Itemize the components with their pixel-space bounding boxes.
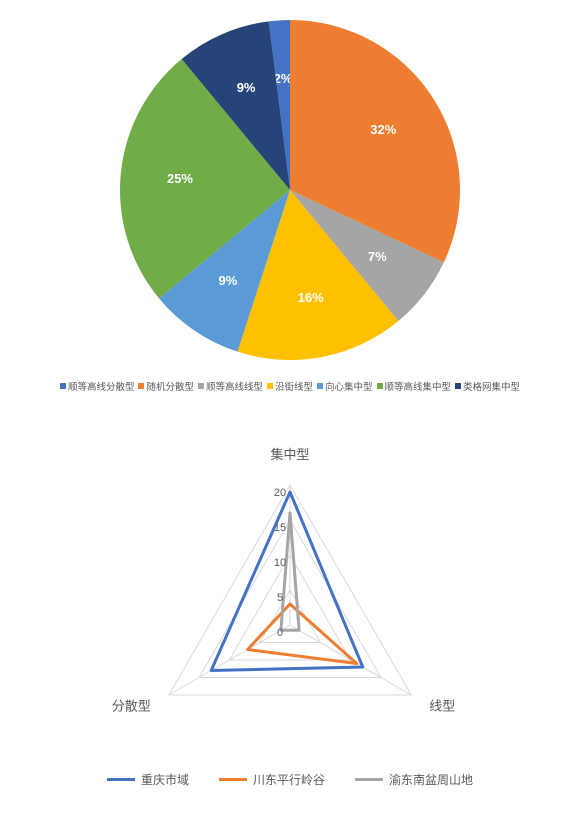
pie-slice-label: 16% <box>298 290 324 305</box>
pie-slice-label: 9% <box>237 80 256 95</box>
radar-legend-item: 川东平行岭谷 <box>219 771 325 788</box>
pie-chart: 2%32%7%16%9%25%9% 顺等高线分散型随机分散型顺等高线线型沿街线型… <box>10 10 570 400</box>
pie-slice-label: 7% <box>368 249 387 264</box>
pie-slice-label: 25% <box>167 171 193 186</box>
radar-tick-label: 20 <box>274 487 286 499</box>
legend-label: 向心集中型 <box>325 379 373 393</box>
legend-label: 川东平行岭谷 <box>253 771 325 788</box>
charts-container: 2%32%7%16%9%25%9% 顺等高线分散型随机分散型顺等高线线型沿街线型… <box>10 10 570 800</box>
legend-label: 类格网集中型 <box>463 379 520 393</box>
legend-line <box>355 778 383 781</box>
radar-legend: 重庆市域 川东平行岭谷 渝东南盆周山地 <box>10 771 570 788</box>
pie-slice-label: 32% <box>370 122 396 137</box>
legend-label: 随机分散型 <box>146 379 194 393</box>
legend-label: 渝东南盆周山地 <box>389 771 473 788</box>
pie-legend-item: 类格网集中型 <box>455 379 520 393</box>
pie-svg: 2%32%7%16%9%25%9% <box>10 10 570 370</box>
radar-legend-item: 重庆市域 <box>107 771 189 788</box>
pie-legend-item: 顺等高线分散型 <box>60 379 135 393</box>
radar-legend-item: 渝东南盆周山地 <box>355 771 473 788</box>
legend-label: 沿街线型 <box>275 379 313 393</box>
radar-tick-label: 15 <box>274 522 286 534</box>
legend-swatch <box>267 383 273 389</box>
legend-label: 顺等高线集中型 <box>385 379 452 393</box>
pie-legend-item: 向心集中型 <box>317 379 373 393</box>
radar-axis-label: 集中型 <box>270 444 309 463</box>
radar-svg <box>10 420 570 760</box>
pie-legend-item: 顺等高线集中型 <box>377 379 452 393</box>
legend-swatch <box>377 383 383 389</box>
legend-swatch <box>317 383 323 389</box>
pie-legend-item: 随机分散型 <box>138 379 194 393</box>
pie-legend: 顺等高线分散型随机分散型顺等高线线型沿街线型向心集中型顺等高线集中型类格网集中型 <box>10 379 570 393</box>
pie-slice-label: 9% <box>218 273 237 288</box>
legend-label: 重庆市域 <box>141 771 189 788</box>
radar-tick-label: 5 <box>277 592 283 604</box>
legend-swatch <box>198 383 204 389</box>
legend-line <box>219 778 247 781</box>
legend-label: 顺等高线线型 <box>206 379 263 393</box>
radar-tick-label: 10 <box>274 557 286 569</box>
radar-axis-label: 线型 <box>429 696 455 715</box>
radar-tick-label: 0 <box>277 627 283 639</box>
radar-axis-label: 分散型 <box>112 696 151 715</box>
pie-legend-item: 沿街线型 <box>267 379 313 393</box>
pie-legend-item: 顺等高线线型 <box>198 379 263 393</box>
legend-label: 顺等高线分散型 <box>68 379 135 393</box>
radar-chart: 集中型线型 分散型 0 5 10 15 20 重庆市域 川东平行岭谷 渝东南盆周山地 <box>10 420 570 800</box>
legend-swatch <box>455 383 461 389</box>
legend-line <box>107 778 135 781</box>
legend-swatch <box>60 383 66 389</box>
legend-swatch <box>138 383 144 389</box>
